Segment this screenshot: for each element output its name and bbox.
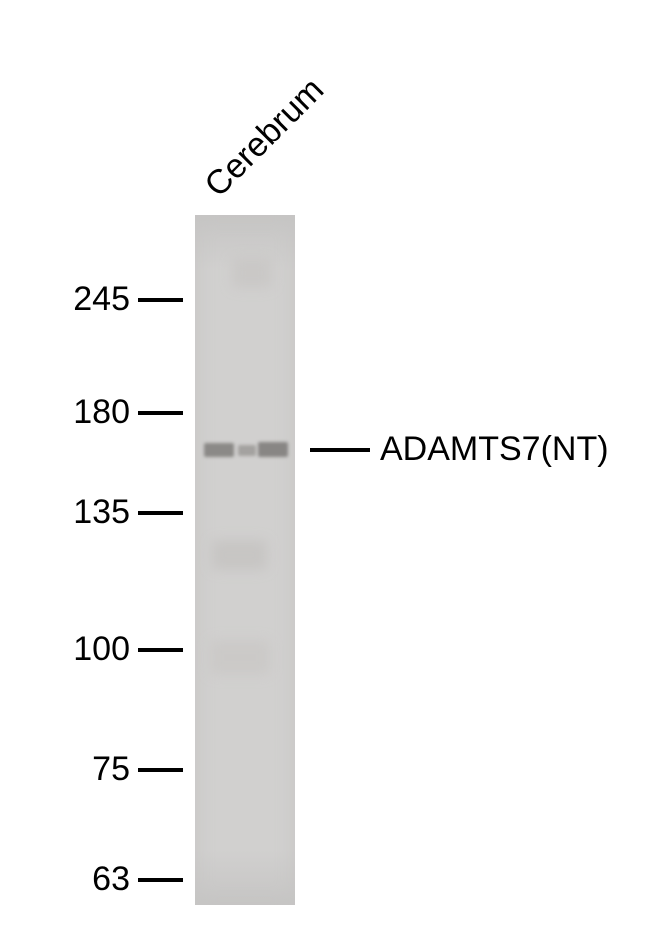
protein-band — [258, 442, 288, 457]
mw-marker-label: 180 — [73, 393, 130, 432]
lane-label: Cerebrum — [197, 71, 331, 205]
mw-marker-tick — [138, 768, 183, 772]
blot-figure: Cerebrum 245 180 135 100 75 63 ADAMTS7(NT) — [0, 0, 650, 952]
band-label: ADAMTS7(NT) — [380, 430, 609, 469]
band-pointer-line — [310, 448, 370, 452]
mw-marker-label: 75 — [92, 750, 130, 789]
mw-marker-tick — [138, 511, 183, 515]
protein-band — [204, 443, 234, 457]
mw-marker-label: 100 — [73, 630, 130, 669]
lane-smudge — [210, 640, 270, 675]
protein-band — [238, 445, 256, 456]
mw-marker-tick — [138, 878, 183, 882]
mw-marker-tick — [138, 411, 183, 415]
mw-marker-tick — [138, 648, 183, 652]
lane-smudge — [232, 258, 272, 288]
mw-marker-label: 135 — [73, 493, 130, 532]
lane-smudge — [212, 540, 267, 570]
mw-marker-label: 245 — [73, 280, 130, 319]
mw-marker-label: 63 — [92, 860, 130, 899]
mw-marker-tick — [138, 298, 183, 302]
